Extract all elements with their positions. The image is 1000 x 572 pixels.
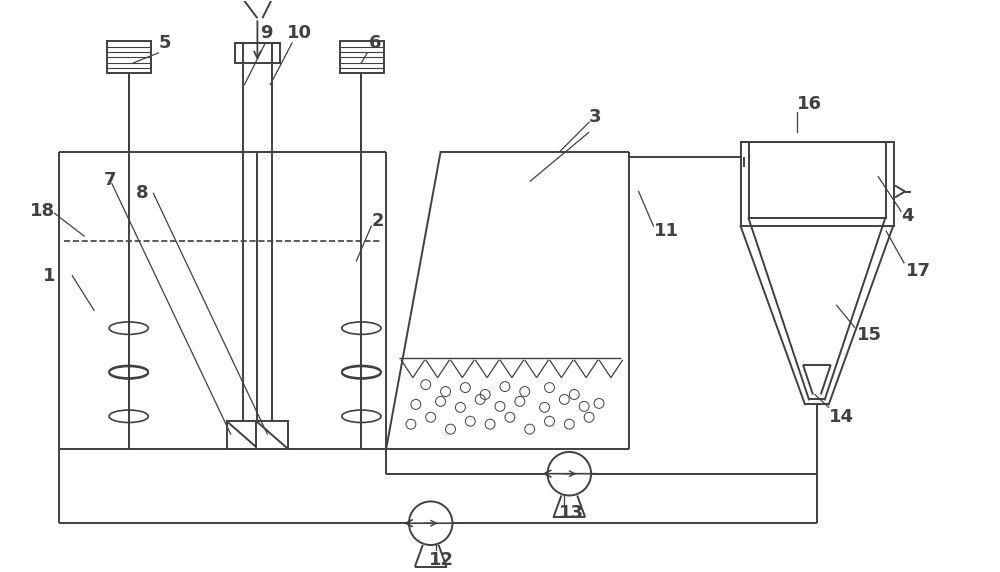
Text: 9: 9 bbox=[260, 24, 273, 42]
Bar bbox=[107, 41, 151, 73]
Text: 1: 1 bbox=[43, 267, 55, 285]
Bar bbox=[340, 41, 384, 73]
Bar bbox=[227, 421, 258, 449]
Text: 15: 15 bbox=[856, 326, 881, 344]
Text: 10: 10 bbox=[287, 24, 312, 42]
Text: 13: 13 bbox=[559, 505, 584, 522]
Text: 8: 8 bbox=[136, 185, 148, 202]
Text: 12: 12 bbox=[429, 551, 454, 569]
Text: 16: 16 bbox=[797, 96, 822, 113]
Bar bbox=[741, 142, 894, 226]
Text: 7: 7 bbox=[104, 170, 116, 189]
Text: 5: 5 bbox=[158, 34, 171, 52]
Text: 6: 6 bbox=[369, 34, 382, 52]
Bar bbox=[749, 142, 886, 219]
Text: 2: 2 bbox=[371, 212, 384, 230]
Text: 4: 4 bbox=[901, 207, 914, 225]
Text: 3: 3 bbox=[589, 108, 602, 126]
Text: 18: 18 bbox=[30, 202, 55, 220]
Text: 11: 11 bbox=[653, 222, 678, 240]
Text: 17: 17 bbox=[906, 262, 931, 280]
Text: 14: 14 bbox=[829, 408, 854, 426]
Bar bbox=[256, 421, 288, 449]
Bar bbox=[235, 43, 280, 63]
